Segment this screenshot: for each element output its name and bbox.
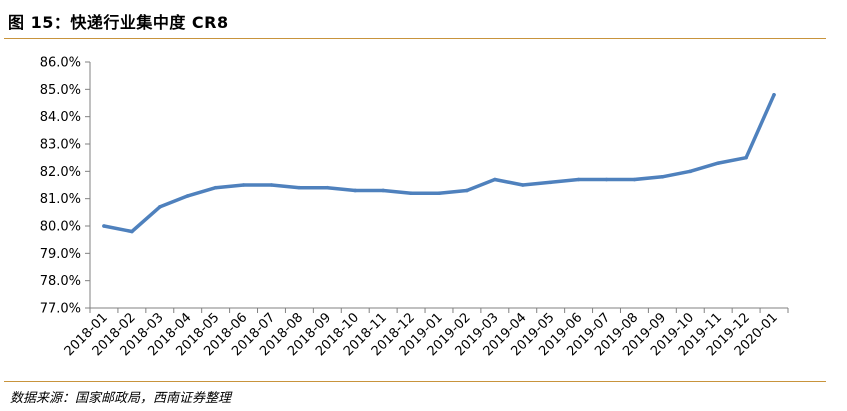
y-axis: 77.0% 78.0% 79.0% 80.0% 81.0% 82.0% 83.0% 84.0%… — [40, 56, 91, 317]
y-tick-label: 79.0% — [40, 247, 81, 262]
title-divider — [4, 38, 826, 39]
y-tick-label: 80.0% — [40, 220, 81, 235]
y-tick-label: 78.0% — [40, 274, 81, 289]
data-point — [269, 183, 274, 187]
data-point — [185, 194, 190, 198]
figure-title: 图 15：快递行业集中度 CR8 — [8, 13, 229, 32]
y-tick-label: 85.0% — [40, 83, 81, 98]
data-source-note: 数据来源：国家邮政局，西南证券整理 — [10, 391, 232, 406]
data-point — [465, 188, 469, 193]
data-point — [297, 185, 302, 190]
series-layer — [102, 93, 776, 234]
x-axis: 2018-012018-022018-032018-042018-052018-… — [62, 307, 789, 359]
data-point — [744, 155, 748, 160]
y-tick-label: 77.0% — [40, 302, 81, 317]
data-point — [130, 229, 134, 234]
data-point — [158, 205, 162, 209]
data-point — [102, 224, 106, 228]
data-point — [241, 183, 246, 187]
data-point — [437, 191, 441, 195]
source-divider — [4, 381, 826, 382]
data-point — [520, 183, 525, 187]
data-point — [576, 177, 581, 182]
data-point — [688, 169, 693, 174]
data-point — [716, 161, 720, 165]
data-point — [493, 177, 497, 182]
series-line-0 — [102, 93, 776, 234]
data-point — [548, 180, 553, 185]
y-tick-label: 82.0% — [40, 165, 81, 180]
data-point — [381, 188, 385, 193]
data-point — [353, 188, 358, 193]
y-tick-label: 83.0% — [40, 138, 81, 153]
data-point — [604, 177, 609, 182]
data-point — [772, 93, 776, 97]
y-tick-label: 81.0% — [40, 192, 81, 207]
data-point — [213, 185, 218, 190]
y-tick-label: 84.0% — [40, 110, 81, 125]
cr8-line-chart: 77.0% 78.0% 79.0% 80.0% 81.0% 82.0% 83.0% 84.0%… — [40, 56, 789, 359]
data-point — [409, 191, 413, 195]
data-point — [325, 185, 330, 190]
data-point — [632, 177, 637, 182]
data-point — [660, 175, 665, 179]
y-tick-label: 86.0% — [40, 56, 81, 71]
